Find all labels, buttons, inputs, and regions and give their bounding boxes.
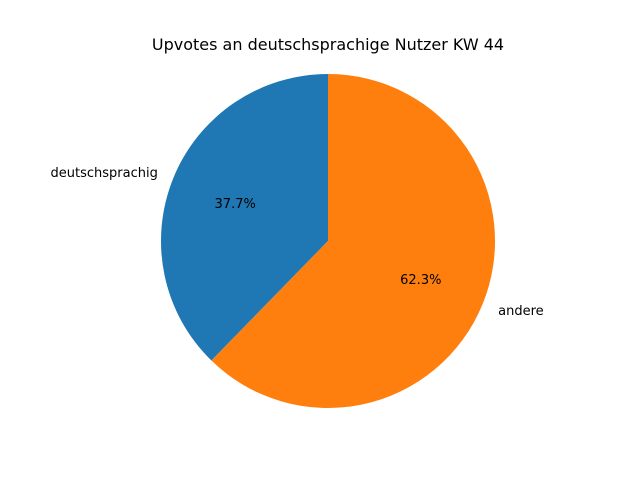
slice-percent-label: 62.3% xyxy=(400,273,441,288)
slice-percent-label: 37.7% xyxy=(215,197,256,212)
pie-slice-andere xyxy=(211,74,495,408)
chart-title: Upvotes an deutschsprachige Nutzer KW 44 xyxy=(152,35,504,54)
pie-slices xyxy=(160,74,495,408)
pie-labels: deutschsprachig 37.7% andere 62.3% xyxy=(51,166,544,319)
pie-slice-deutschsprachig xyxy=(160,74,328,361)
slice-label: andere xyxy=(498,304,544,319)
slice-label: deutschsprachig xyxy=(51,166,158,181)
